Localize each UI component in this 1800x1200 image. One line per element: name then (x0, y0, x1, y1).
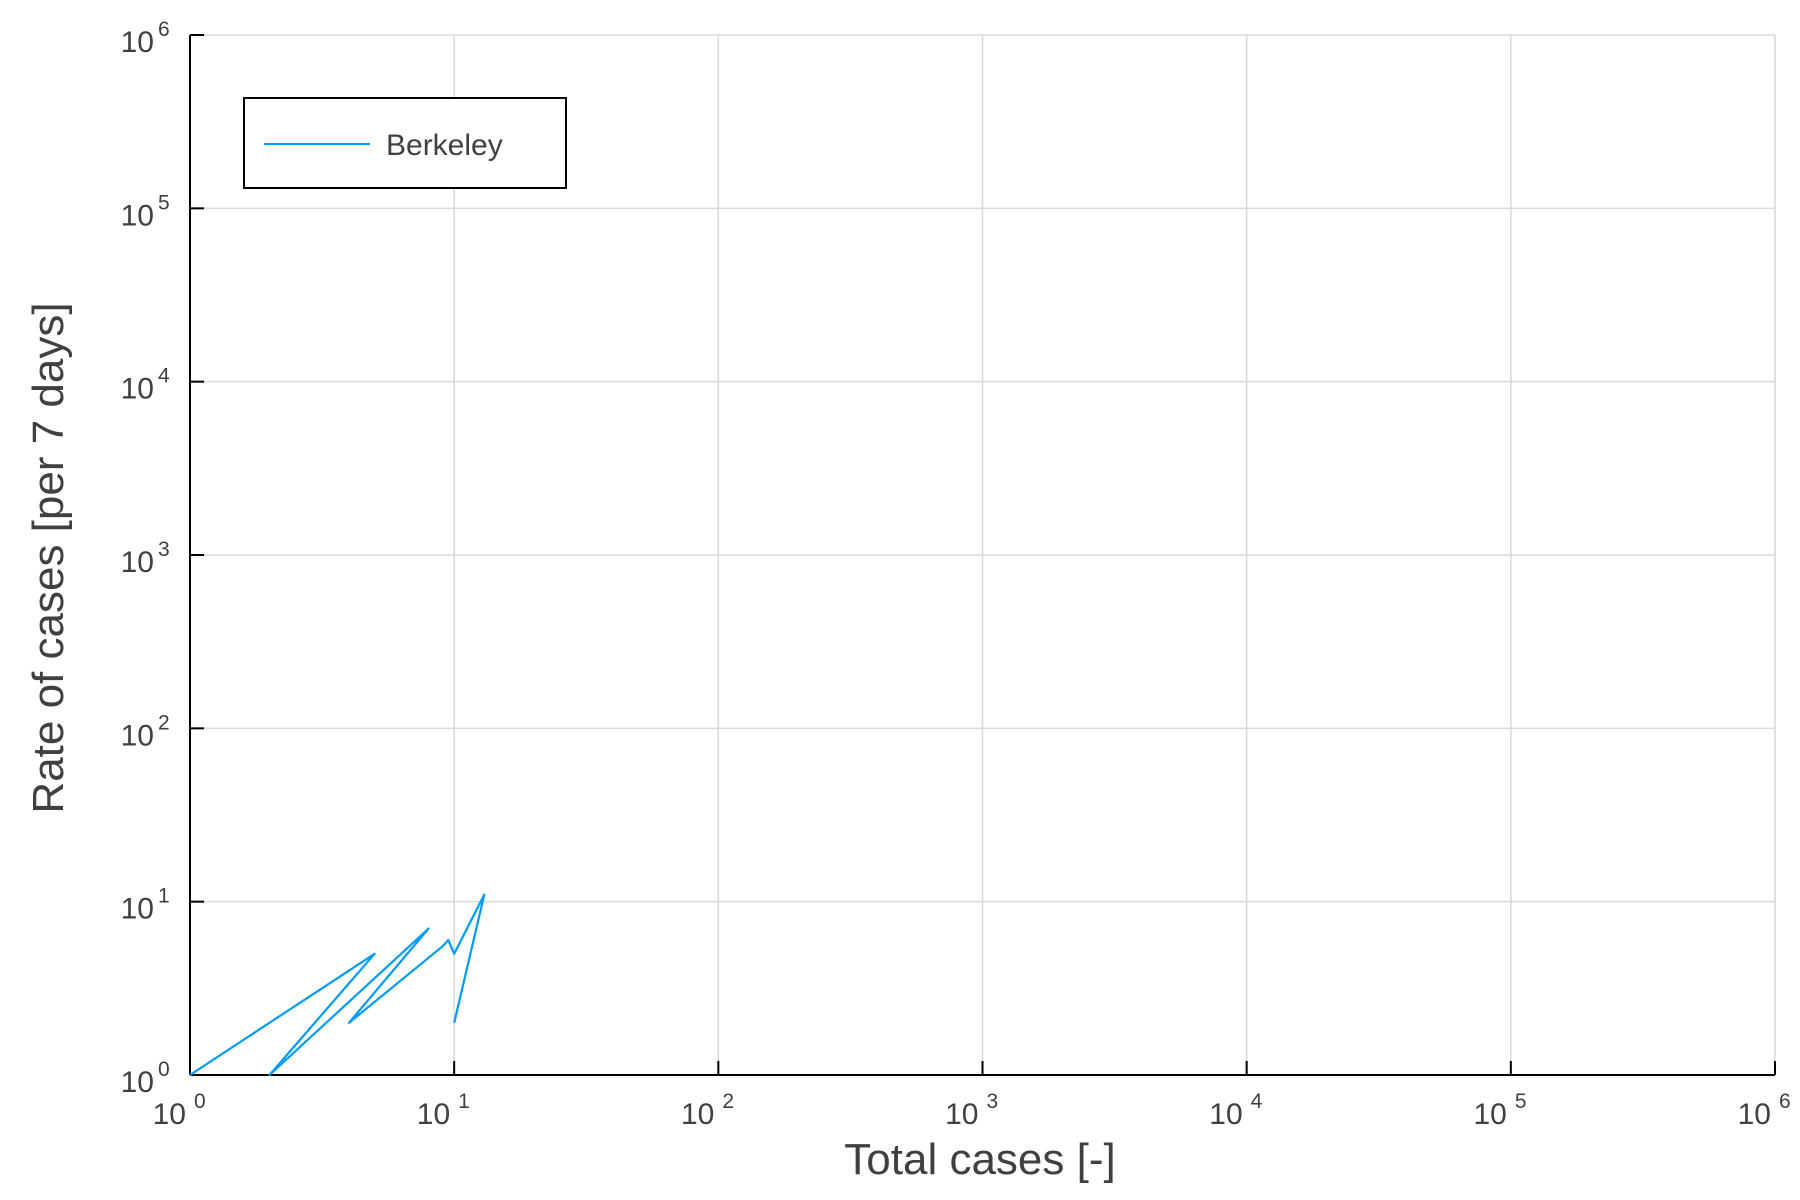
x-tick-exponent: 3 (987, 1090, 999, 1113)
legend-label-berkeley: Berkeley (386, 129, 503, 162)
x-tick-label: 10 (417, 1098, 450, 1131)
y-tick-label: 10 (121, 893, 154, 926)
x-tick-label: 10 (1473, 1098, 1506, 1131)
grid (189, 34, 1776, 1076)
y-tick-exponent: 3 (158, 538, 170, 561)
y-tick-label: 10 (121, 719, 154, 752)
y-tick-exponent: 6 (158, 18, 170, 41)
x-tick-exponent: 5 (1515, 1090, 1527, 1113)
x-tick-exponent: 0 (194, 1090, 206, 1113)
x-tick-exponent: 2 (722, 1090, 734, 1113)
plot-series (189, 893, 486, 1077)
y-tick-exponent: 2 (158, 711, 170, 734)
x-tick-label: 10 (1738, 1098, 1771, 1131)
y-tick-exponent: 1 (158, 885, 170, 908)
y-axis-label: Rate of cases [per 7 days] (24, 302, 73, 813)
y-tick-label: 10 (121, 546, 154, 579)
x-tick-exponent: 6 (1779, 1090, 1791, 1113)
y-tick-exponent: 0 (158, 1058, 170, 1081)
x-tick-exponent: 1 (458, 1090, 470, 1113)
x-tick-exponent: 4 (1251, 1090, 1263, 1113)
y-tick-label: 10 (121, 26, 154, 59)
x-tick-label: 10 (153, 1098, 186, 1131)
x-tick-label: 10 (681, 1098, 714, 1131)
series-line-berkeley (189, 893, 486, 1077)
x-tick-labels: 10 0 10 1 10 2 10 3 10 4 10 5 10 6 (153, 1090, 1791, 1131)
y-tick-label: 10 (121, 1066, 154, 1099)
legend: Berkeley (243, 97, 567, 189)
y-tick-label: 10 (121, 373, 154, 406)
x-tick-label: 10 (1209, 1098, 1242, 1131)
axes (189, 34, 1776, 1076)
x-axis-label: Total cases [-] (844, 1135, 1115, 1184)
y-tick-label: 10 (121, 199, 154, 232)
x-tick-label: 10 (945, 1098, 978, 1131)
y-tick-exponent: 5 (158, 191, 170, 214)
y-tick-exponent: 4 (158, 365, 170, 388)
